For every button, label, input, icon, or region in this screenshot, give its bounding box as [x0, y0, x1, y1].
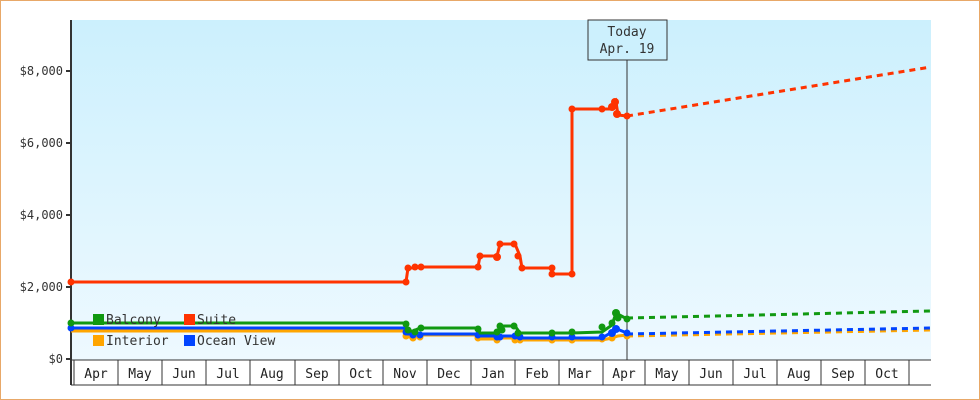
legend-item-suite[interactable]: Suite	[184, 313, 236, 328]
x-tick-label: Feb	[525, 367, 549, 382]
series-balcony	[67, 309, 932, 337]
legend-item-interior[interactable]: Interior	[93, 334, 169, 349]
legend-swatch-balcony	[93, 314, 104, 325]
y-tick-label: $2,000	[20, 280, 63, 294]
x-tick-label: Dec	[437, 367, 460, 382]
today-marker: Today Apr. 19	[587, 19, 668, 360]
legend-swatch-suite	[184, 314, 195, 325]
x-tick-label: Mar	[568, 367, 592, 382]
legend-swatch-ocean-view	[184, 335, 195, 346]
plot-area	[71, 20, 931, 360]
y-tick-label: $4,000	[20, 208, 63, 222]
x-tick-label: Sep	[831, 367, 855, 382]
legend-item-ocean-view[interactable]: Ocean View	[184, 334, 275, 349]
x-tick-label: Jun	[172, 367, 195, 382]
legend-label: Interior	[106, 334, 169, 349]
legend-label: Ocean View	[197, 334, 275, 349]
legend: Balcony Suite Interior Ocean View	[93, 313, 275, 349]
today-label: Today	[607, 25, 646, 40]
today-date-label: Apr. 19	[600, 42, 655, 57]
x-tick-label: Aug	[787, 367, 810, 382]
x-tick-label: Jun	[699, 367, 722, 382]
legend-label: Balcony	[106, 313, 161, 328]
y-tick-label: $0	[49, 352, 63, 366]
x-tick-label: Jul	[743, 367, 766, 382]
x-tick-label: Apr	[612, 367, 636, 382]
x-tick-label: Oct	[875, 367, 898, 382]
x-tick-label: Sep	[305, 367, 329, 382]
y-ticks: $0 $2,000 $4,000 $6,000 $8,000	[20, 64, 71, 366]
x-tick-label: May	[128, 367, 152, 382]
legend-item-balcony[interactable]: Balcony	[93, 313, 161, 328]
x-tick-label: Jul	[216, 367, 239, 382]
series-suite	[67, 65, 932, 286]
x-tick-label: Jan	[481, 367, 504, 382]
legend-swatch-interior	[93, 335, 104, 346]
x-tick-label: May	[655, 367, 679, 382]
y-tick-label: $6,000	[20, 136, 63, 150]
legend-label: Suite	[197, 313, 236, 328]
x-tick-label: Oct	[349, 367, 372, 382]
x-tick-label: Nov	[393, 367, 417, 382]
y-tick-label: $8,000	[20, 64, 63, 78]
x-axis: Apr May Jun Jul Aug Sep Oct Nov Dec Jan …	[71, 359, 931, 386]
x-tick-label: Apr	[84, 367, 108, 382]
x-tick-label: Aug	[260, 367, 283, 382]
